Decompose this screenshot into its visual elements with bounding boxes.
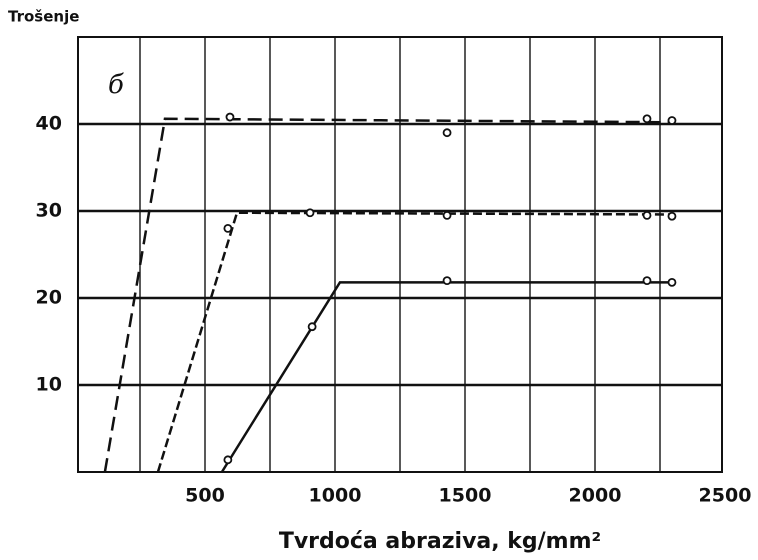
data-line xyxy=(156,211,671,473)
y-tick-label: 20 xyxy=(36,287,62,309)
chart-title: Trošenje xyxy=(8,8,79,26)
data-point xyxy=(642,276,652,286)
data-point xyxy=(642,210,652,220)
y-tick-label: 40 xyxy=(36,113,62,135)
data-point xyxy=(442,210,452,220)
y-tick-label: 10 xyxy=(36,374,62,396)
data-point xyxy=(223,223,233,233)
plot-frame xyxy=(77,36,723,473)
data-point xyxy=(667,116,677,125)
data-point xyxy=(223,455,233,465)
x-tick-label: 2000 xyxy=(569,485,622,507)
x-tick-label: 2500 xyxy=(699,485,752,507)
data-point xyxy=(307,322,317,332)
data-line xyxy=(220,281,671,473)
data-point xyxy=(442,128,452,138)
y-tick-label: 30 xyxy=(36,200,62,222)
x-tick-label: 1000 xyxy=(309,485,362,507)
data-point xyxy=(225,112,235,122)
data-point xyxy=(442,276,452,286)
data-point xyxy=(642,114,652,124)
data-point xyxy=(667,211,677,221)
data-point xyxy=(667,277,677,287)
annotation: б xyxy=(108,70,124,100)
data-line xyxy=(103,117,671,473)
x-tick-label: 500 xyxy=(185,485,225,507)
data-point xyxy=(305,208,315,218)
x-axis-label: Tvrdoća abraziva, kg/mm² xyxy=(279,529,601,554)
x-tick-label: 1500 xyxy=(439,485,492,507)
